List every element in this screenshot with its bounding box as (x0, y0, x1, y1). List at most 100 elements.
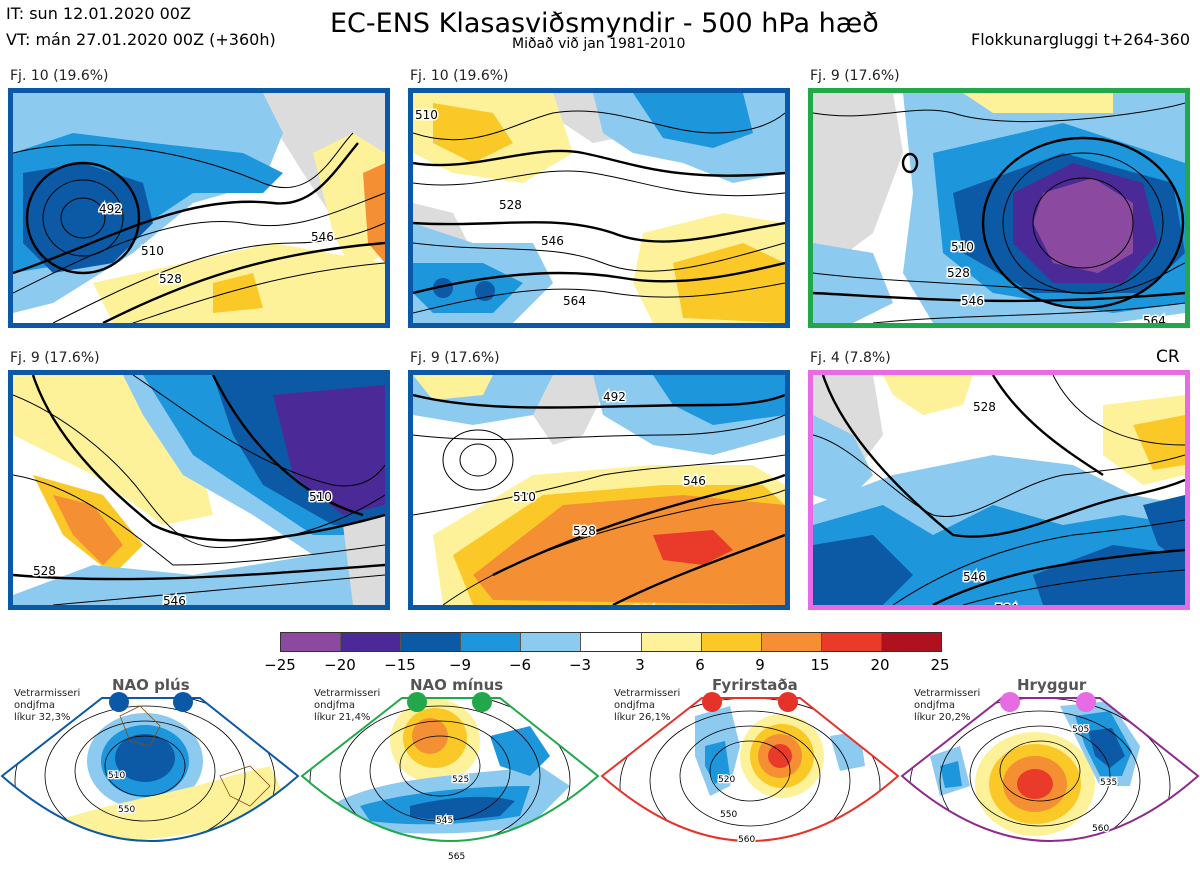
colorbar-swatch (701, 633, 762, 651)
colorbar-swatch (521, 633, 582, 651)
contour-label: 492 (99, 202, 122, 216)
colorbar-tick: −9 (448, 656, 472, 674)
note-line: líkur 21,4% (314, 712, 371, 723)
contour-label: 550 (720, 810, 737, 820)
contour-label: 510 (951, 240, 974, 254)
contour-label: 510 (415, 108, 438, 122)
contour-label: 510 (141, 244, 164, 258)
cluster-map-3: 510 528 546 564 (808, 88, 1190, 328)
classification-window: Flokkunargluggi t+264-360 (971, 30, 1190, 49)
colorbar-tick: −25 (264, 656, 296, 674)
contour-label: 564 (995, 602, 1018, 605)
colorbar-swatch (881, 633, 942, 651)
contour-label: 510 (108, 771, 125, 781)
regime-title: Hryggur (1017, 676, 1087, 694)
colorbar-tick: 6 (695, 656, 705, 674)
contour-label: 505 (1072, 725, 1089, 735)
contour-label: 546 (311, 230, 334, 244)
note-line: líkur 32,3% (14, 712, 71, 723)
colorbar-swatch (641, 633, 702, 651)
panel-label: Fj. 10 (19.6%) (10, 68, 109, 84)
regime-title: NAO mínus (410, 676, 504, 694)
regime-nao-minus: NAO mínus Vetrarmisseri ondjfma líkur 21… (300, 676, 600, 871)
contour-label: 546 (541, 234, 564, 248)
note-line: líkur 20,2% (914, 712, 971, 723)
colorbar-tick: 25 (930, 656, 950, 674)
page-title: EC-ENS Klasasviðsmyndir - 500 hPa hæð (330, 8, 879, 39)
colorbar-swatch (821, 633, 882, 651)
note-line: Vetrarmisseri (914, 688, 981, 699)
note-line: Vetrarmisseri (614, 688, 681, 699)
colorbar-tick: 20 (870, 656, 890, 674)
contour-label: 528 (159, 272, 182, 286)
contour-label: 565 (448, 852, 465, 862)
panel-label: Fj. 9 (17.6%) (810, 68, 900, 84)
regime-title: NAO plús (112, 676, 190, 694)
contour-label: 564 (633, 604, 656, 605)
colorbar-tick: −15 (384, 656, 416, 674)
colorbar-swatch (401, 633, 462, 651)
colorbar-swatch (281, 633, 342, 651)
contour-label: 528 (947, 266, 970, 280)
contour-label: 528 (499, 198, 522, 212)
contour-label: 564 (1143, 314, 1166, 323)
regime-note: Vetrarmisseri ondjfma líkur 20,2% (914, 688, 980, 724)
regime-title: Fyrirstaða (712, 676, 798, 694)
contour-label: 528 (33, 564, 56, 578)
colorbar-swatch (761, 633, 822, 651)
contour-label: 528 (973, 400, 996, 414)
panel-label: Fj. 9 (17.6%) (410, 350, 500, 366)
note-line: ondjfma (314, 700, 355, 711)
page-subtitle: Miðað við jan 1981-2010 (512, 36, 686, 52)
note-line: Vetrarmisseri (314, 688, 381, 699)
colorbar-swatch (461, 633, 522, 651)
contour-label: 546 (163, 594, 186, 605)
contour-label: 520 (718, 775, 735, 785)
colorbar-tick: 9 (755, 656, 765, 674)
note-line: Vetrarmisseri (14, 688, 81, 699)
contour-label: 528 (573, 524, 596, 538)
contour-label: 550 (118, 805, 135, 815)
note-line: ondjfma (914, 700, 955, 711)
contour-label: 525 (452, 775, 469, 785)
panel-label: Fj. 10 (19.6%) (410, 68, 509, 84)
colorbar-swatch (581, 633, 642, 651)
colorbar-tick: −3 (568, 656, 592, 674)
init-time: IT: sun 12.01.2020 00Z (6, 4, 191, 23)
colorbar-tick: 3 (635, 656, 645, 674)
contour-label: 546 (961, 294, 984, 308)
colorbar-tick: −6 (508, 656, 532, 674)
contour-label: 510 (309, 490, 332, 504)
contour-label: 546 (683, 474, 706, 488)
contour-label: 492 (603, 390, 626, 404)
regime-nao-plus: NAO plús Vetrarmisseri ondjfma líkur 32,… (0, 676, 300, 871)
regime-note: Vetrarmisseri ondjfma líkur 32,3% (14, 688, 80, 724)
contour-label: 560 (1092, 824, 1109, 834)
contour-label: 535 (1100, 778, 1117, 788)
regime-ridge: Hryggur Vetrarmisseri ondjfma líkur 20,2… (900, 676, 1200, 871)
contour-label: 545 (436, 816, 453, 826)
colorbar-swatch (341, 633, 402, 651)
contour-label: 546 (963, 570, 986, 584)
panel-label: Fj. 9 (17.6%) (10, 350, 100, 366)
note-line: ondjfma (14, 700, 55, 711)
regime-note: Vetrarmisseri ondjfma líkur 26,1% (614, 688, 680, 724)
cr-label: CR (1156, 347, 1180, 367)
note-line: líkur 26,1% (614, 712, 671, 723)
regime-note: Vetrarmisseri ondjfma líkur 21,4% (314, 688, 380, 724)
cluster-map-4: 510 528 546 564 (8, 370, 390, 610)
contour-label: 560 (738, 835, 755, 845)
colorbar-tick: −20 (324, 656, 356, 674)
panel-label: Fj. 4 (7.8%) (810, 350, 891, 366)
contour-label: 510 (513, 490, 536, 504)
cluster-map-6: 528 546 564 (808, 370, 1190, 610)
contour-label: 564 (563, 294, 586, 308)
valid-time: VT: mán 27.01.2020 00Z (+360h) (6, 30, 276, 49)
cluster-map-1: 492 510 528 546 564 (8, 88, 390, 328)
anomaly-colorbar (280, 632, 942, 652)
note-line: ondjfma (614, 700, 655, 711)
colorbar-tick: 15 (810, 656, 830, 674)
cluster-map-2: 510 528 546 564 (408, 88, 790, 328)
cluster-map-5: 492 510 528 546 564 (408, 370, 790, 610)
regime-blocking: Fyrirstaða Vetrarmisseri ondjfma líkur 2… (600, 676, 900, 871)
